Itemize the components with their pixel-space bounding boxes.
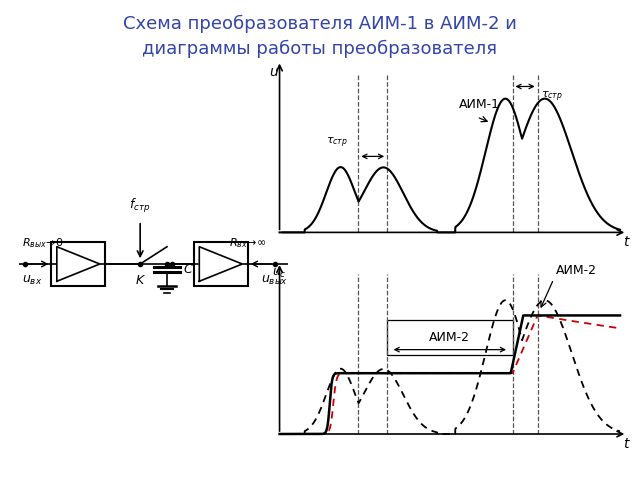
Text: $f_{стр}$: $f_{стр}$	[129, 197, 151, 215]
Text: $t$: $t$	[623, 437, 631, 451]
Text: АИМ-2: АИМ-2	[429, 331, 470, 344]
Text: $u$: $u$	[269, 65, 279, 79]
Text: Схема преобразователя АИМ-1 в АИМ-2 и
диаграммы работы преобразователя: Схема преобразователя АИМ-1 в АИМ-2 и ди…	[123, 14, 517, 58]
Text: $R_{вых}\!\to\!0$: $R_{вых}\!\to\!0$	[22, 236, 63, 250]
Text: АИМ-1: АИМ-1	[459, 98, 500, 111]
Text: $\tau_{стр}$: $\tau_{стр}$	[541, 89, 563, 104]
Text: $t$: $t$	[623, 236, 631, 250]
Text: $R_{вх}\!\to\!\infty$: $R_{вх}\!\to\!\infty$	[229, 236, 266, 250]
Text: $u_{вых}$: $u_{вых}$	[261, 274, 289, 287]
Text: $u_c$: $u_c$	[273, 267, 287, 280]
Polygon shape	[57, 247, 100, 281]
Text: $K$: $K$	[134, 274, 146, 287]
Text: $u_{вх}$: $u_{вх}$	[22, 274, 42, 287]
Bar	[194, 242, 248, 286]
Bar	[51, 242, 105, 286]
Text: АИМ-2: АИМ-2	[556, 264, 596, 277]
Polygon shape	[199, 247, 243, 281]
Bar	[387, 320, 513, 355]
Text: $C$: $C$	[183, 263, 194, 276]
Text: $\tau_{стр}$: $\tau_{стр}$	[326, 136, 348, 150]
